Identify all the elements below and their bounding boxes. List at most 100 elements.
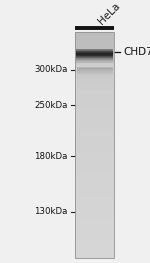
Bar — [75, 142, 114, 145]
Text: 130kDa: 130kDa — [34, 207, 68, 216]
Bar — [75, 97, 114, 99]
Bar — [75, 201, 114, 204]
Bar — [75, 91, 114, 94]
Bar — [76, 83, 112, 84]
Bar — [76, 63, 113, 64]
Bar — [76, 52, 113, 53]
Bar — [76, 76, 112, 77]
Bar — [76, 53, 113, 54]
Bar — [76, 82, 112, 83]
Bar — [75, 255, 114, 258]
Bar — [76, 90, 112, 92]
Bar — [76, 68, 113, 69]
Bar — [75, 133, 114, 136]
Bar — [75, 227, 114, 229]
Bar — [75, 82, 114, 85]
Bar — [75, 249, 114, 252]
Text: CHD7: CHD7 — [123, 47, 150, 57]
Bar — [75, 60, 114, 63]
Bar — [75, 80, 114, 83]
Bar — [75, 119, 114, 122]
Bar — [76, 69, 113, 70]
Bar — [75, 235, 114, 238]
Bar — [76, 80, 112, 81]
Text: HeLa: HeLa — [96, 1, 122, 26]
Text: 250kDa: 250kDa — [34, 101, 68, 110]
Bar — [75, 229, 114, 232]
Bar — [75, 173, 114, 176]
Bar — [76, 70, 113, 71]
Bar — [76, 88, 112, 90]
Bar — [75, 241, 114, 244]
Bar — [75, 116, 114, 119]
Bar — [76, 86, 112, 88]
Bar — [75, 37, 114, 40]
Bar — [75, 74, 114, 77]
Bar — [76, 75, 113, 76]
Bar — [75, 125, 114, 128]
Bar — [75, 153, 114, 156]
Bar — [76, 61, 113, 62]
Bar — [76, 73, 112, 74]
Bar — [75, 105, 114, 108]
Bar — [76, 68, 112, 70]
Bar — [76, 79, 112, 80]
Bar — [75, 85, 114, 88]
Bar — [75, 40, 114, 43]
Bar — [75, 193, 114, 196]
Bar — [75, 145, 114, 148]
Bar — [75, 161, 114, 164]
Bar — [76, 72, 113, 73]
Bar — [76, 84, 112, 86]
Bar — [76, 87, 112, 89]
Bar — [75, 179, 114, 181]
Bar — [75, 57, 114, 60]
Bar — [75, 99, 114, 102]
Bar — [75, 167, 114, 170]
Bar — [76, 80, 113, 81]
Bar — [76, 51, 113, 52]
Text: 180kDa: 180kDa — [34, 152, 68, 161]
Bar — [75, 94, 114, 97]
Bar — [76, 70, 112, 72]
Bar — [75, 156, 114, 159]
Bar — [75, 215, 114, 218]
Bar — [76, 58, 113, 59]
Bar — [75, 159, 114, 161]
Bar — [76, 74, 113, 75]
Bar — [75, 148, 114, 150]
Bar — [75, 65, 114, 68]
Bar — [75, 170, 114, 173]
Bar — [75, 198, 114, 201]
Bar — [75, 244, 114, 246]
Bar — [75, 108, 114, 111]
Bar — [75, 164, 114, 167]
Bar — [76, 83, 112, 85]
Bar — [76, 71, 112, 73]
Bar — [75, 213, 114, 215]
Bar — [76, 62, 113, 63]
Bar — [75, 32, 114, 258]
Bar — [75, 150, 114, 153]
Bar — [75, 46, 114, 49]
Bar — [75, 51, 114, 54]
Bar — [75, 221, 114, 224]
Bar — [76, 80, 112, 82]
Bar — [75, 252, 114, 255]
Bar — [75, 122, 114, 125]
Bar — [75, 176, 114, 179]
Bar — [75, 196, 114, 198]
Bar — [76, 73, 113, 74]
Bar — [75, 34, 114, 37]
Bar — [76, 54, 113, 55]
Bar — [76, 76, 113, 77]
Bar — [75, 102, 114, 105]
Bar — [76, 66, 113, 67]
Bar — [76, 89, 112, 90]
Bar — [76, 78, 112, 79]
Bar — [75, 207, 114, 210]
Bar — [75, 181, 114, 184]
Text: 300kDa: 300kDa — [34, 65, 68, 74]
Bar — [76, 67, 112, 69]
Bar — [76, 64, 113, 65]
